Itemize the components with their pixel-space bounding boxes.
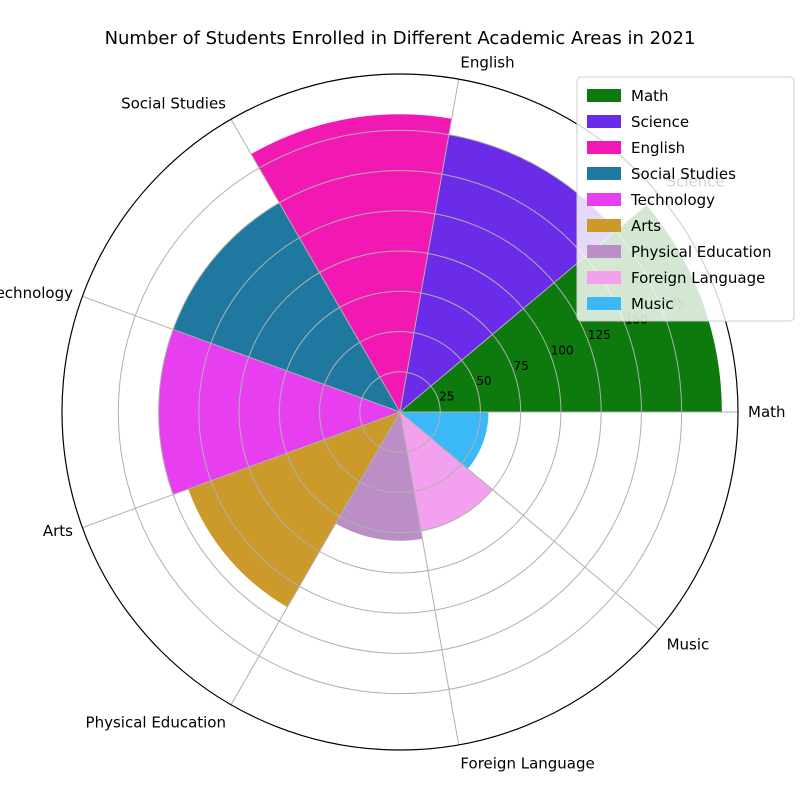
outer-frame bbox=[61, 73, 739, 751]
bar-social-studies bbox=[173, 202, 400, 412]
legend-swatch-foreign-language bbox=[587, 271, 621, 284]
legend-swatch-science bbox=[587, 115, 621, 128]
grid-spoke bbox=[230, 411, 401, 705]
legend-label-social-studies: Social Studies bbox=[631, 165, 736, 183]
legend-label-science: Science bbox=[631, 113, 689, 131]
radial-tick-label: 50 bbox=[476, 374, 491, 388]
legend-swatch-physical-education bbox=[587, 245, 621, 258]
bar-science bbox=[400, 134, 616, 413]
legend: Math Science English Social Studies Technolo… bbox=[576, 76, 795, 322]
bar-music bbox=[400, 412, 489, 469]
bar-english bbox=[251, 114, 452, 412]
bar-physical-education bbox=[335, 412, 423, 541]
radial-tick-label: 25 bbox=[439, 390, 454, 404]
legend-label-physical-education: Physical Education bbox=[631, 243, 771, 261]
legend-label-math: Math bbox=[631, 87, 669, 105]
legend-label-arts: Arts bbox=[631, 217, 661, 235]
grid-spoke bbox=[82, 411, 401, 529]
category-label-technology: Technology bbox=[0, 284, 73, 302]
legend-swatch-social-studies bbox=[587, 167, 621, 180]
grid-spoke bbox=[399, 79, 460, 413]
category-label-math: Math bbox=[748, 403, 786, 421]
radial-tick-label: 125 bbox=[588, 328, 611, 342]
legend-label-technology: Technology bbox=[630, 191, 715, 209]
category-label-social-studies: Social Studies bbox=[121, 95, 226, 113]
legend-swatch-arts bbox=[587, 219, 621, 232]
category-label-foreign-language: Foreign Language bbox=[460, 755, 594, 773]
legend-box bbox=[576, 76, 795, 322]
legend-label-english: English bbox=[631, 139, 685, 157]
legend-label-foreign-language: Foreign Language bbox=[631, 269, 765, 287]
category-label-music: Music bbox=[667, 636, 710, 654]
grid-layer bbox=[61, 73, 739, 751]
grid-spoke bbox=[399, 411, 660, 630]
radial-tick-label: 75 bbox=[514, 359, 529, 373]
legend-swatch-music bbox=[587, 297, 621, 310]
grid-spoke bbox=[399, 411, 460, 745]
category-label-english: English bbox=[460, 53, 514, 71]
category-label-physical-education: Physical Education bbox=[86, 713, 226, 731]
category-label-arts: Arts bbox=[43, 522, 73, 540]
grid-spoke bbox=[230, 119, 401, 413]
legend-swatch-english bbox=[587, 141, 621, 154]
grid-spoke bbox=[82, 295, 401, 413]
legend-label-music: Music bbox=[631, 295, 674, 313]
bar-arts bbox=[188, 412, 400, 608]
bar-foreign-language bbox=[400, 412, 493, 531]
radial-tick-label: 100 bbox=[551, 343, 574, 357]
legend-swatch-technology bbox=[587, 193, 621, 206]
legend-swatch-math bbox=[587, 89, 621, 102]
chart-title: Number of Students Enrolled in Different… bbox=[105, 28, 696, 49]
